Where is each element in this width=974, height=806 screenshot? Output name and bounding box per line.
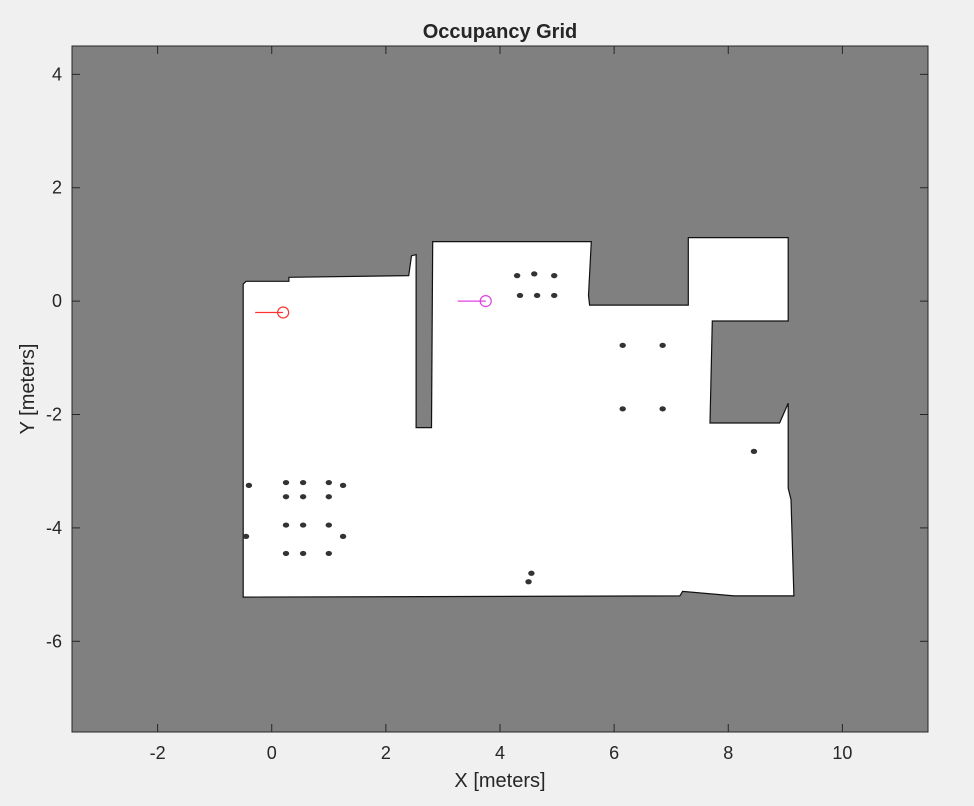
obstacle-cell	[242, 533, 250, 540]
obstacle-cell	[750, 448, 758, 454]
obstacle-cell	[282, 550, 290, 557]
y-tick-label: -4	[46, 518, 62, 538]
obstacle-cell	[325, 479, 332, 486]
x-tick-label: 10	[832, 743, 852, 763]
obstacle-cell	[245, 482, 253, 488]
obstacle-cell	[551, 273, 558, 279]
obstacle-cell	[339, 482, 347, 488]
obstacle-cell	[299, 494, 307, 500]
x-tick-label: 4	[495, 743, 505, 763]
obstacle-cell	[325, 522, 332, 528]
y-tick-label: 0	[52, 291, 62, 311]
obstacle-cell	[299, 550, 307, 557]
y-axis: -6 -4 -2 0 2 4	[46, 64, 928, 651]
free-space-region	[242, 237, 795, 598]
x-tick-label: 8	[723, 743, 733, 763]
x-tick-label: 6	[609, 743, 619, 763]
obstacle-cell	[531, 271, 538, 277]
x-axis-label: X [meters]	[454, 770, 545, 792]
obstacle-cell	[325, 550, 332, 557]
x-tick-label: 2	[381, 743, 391, 763]
chart-title: Occupancy Grid	[423, 21, 578, 43]
obstacle-cell	[525, 579, 532, 585]
obstacle-cell	[325, 494, 332, 500]
x-tick-label: 0	[267, 743, 277, 763]
pose-layer	[255, 295, 492, 319]
obstacle-cell	[299, 479, 307, 486]
obstacle-cell	[619, 342, 626, 348]
obstacle-cell	[339, 533, 347, 540]
obstacle-cell	[282, 494, 290, 500]
obstacle-cell	[659, 406, 666, 412]
x-axis: -2 0 2 4 6 8 10	[150, 46, 852, 763]
y-tick-label: -2	[46, 405, 62, 425]
obstacle-cell	[282, 522, 290, 528]
obstacle-cell	[533, 292, 541, 299]
y-tick-label: 4	[52, 64, 62, 84]
obstacle-cell	[516, 292, 524, 299]
y-tick-label: 2	[52, 178, 62, 198]
obstacle-cell	[528, 570, 535, 576]
obstacle-cell	[299, 522, 307, 528]
y-tick-label: -6	[46, 631, 62, 651]
obstacle-cell	[282, 479, 290, 486]
map-layer	[242, 237, 795, 598]
obstacle-cell	[659, 342, 666, 348]
obstacle-cell	[551, 292, 558, 299]
pose-marker	[277, 306, 290, 319]
x-tick-label: -2	[150, 743, 166, 763]
y-axis-label: Y [meters]	[17, 344, 39, 435]
obstacle-cell	[513, 273, 521, 279]
pose-marker	[479, 295, 492, 308]
obstacle-cell	[619, 406, 626, 412]
